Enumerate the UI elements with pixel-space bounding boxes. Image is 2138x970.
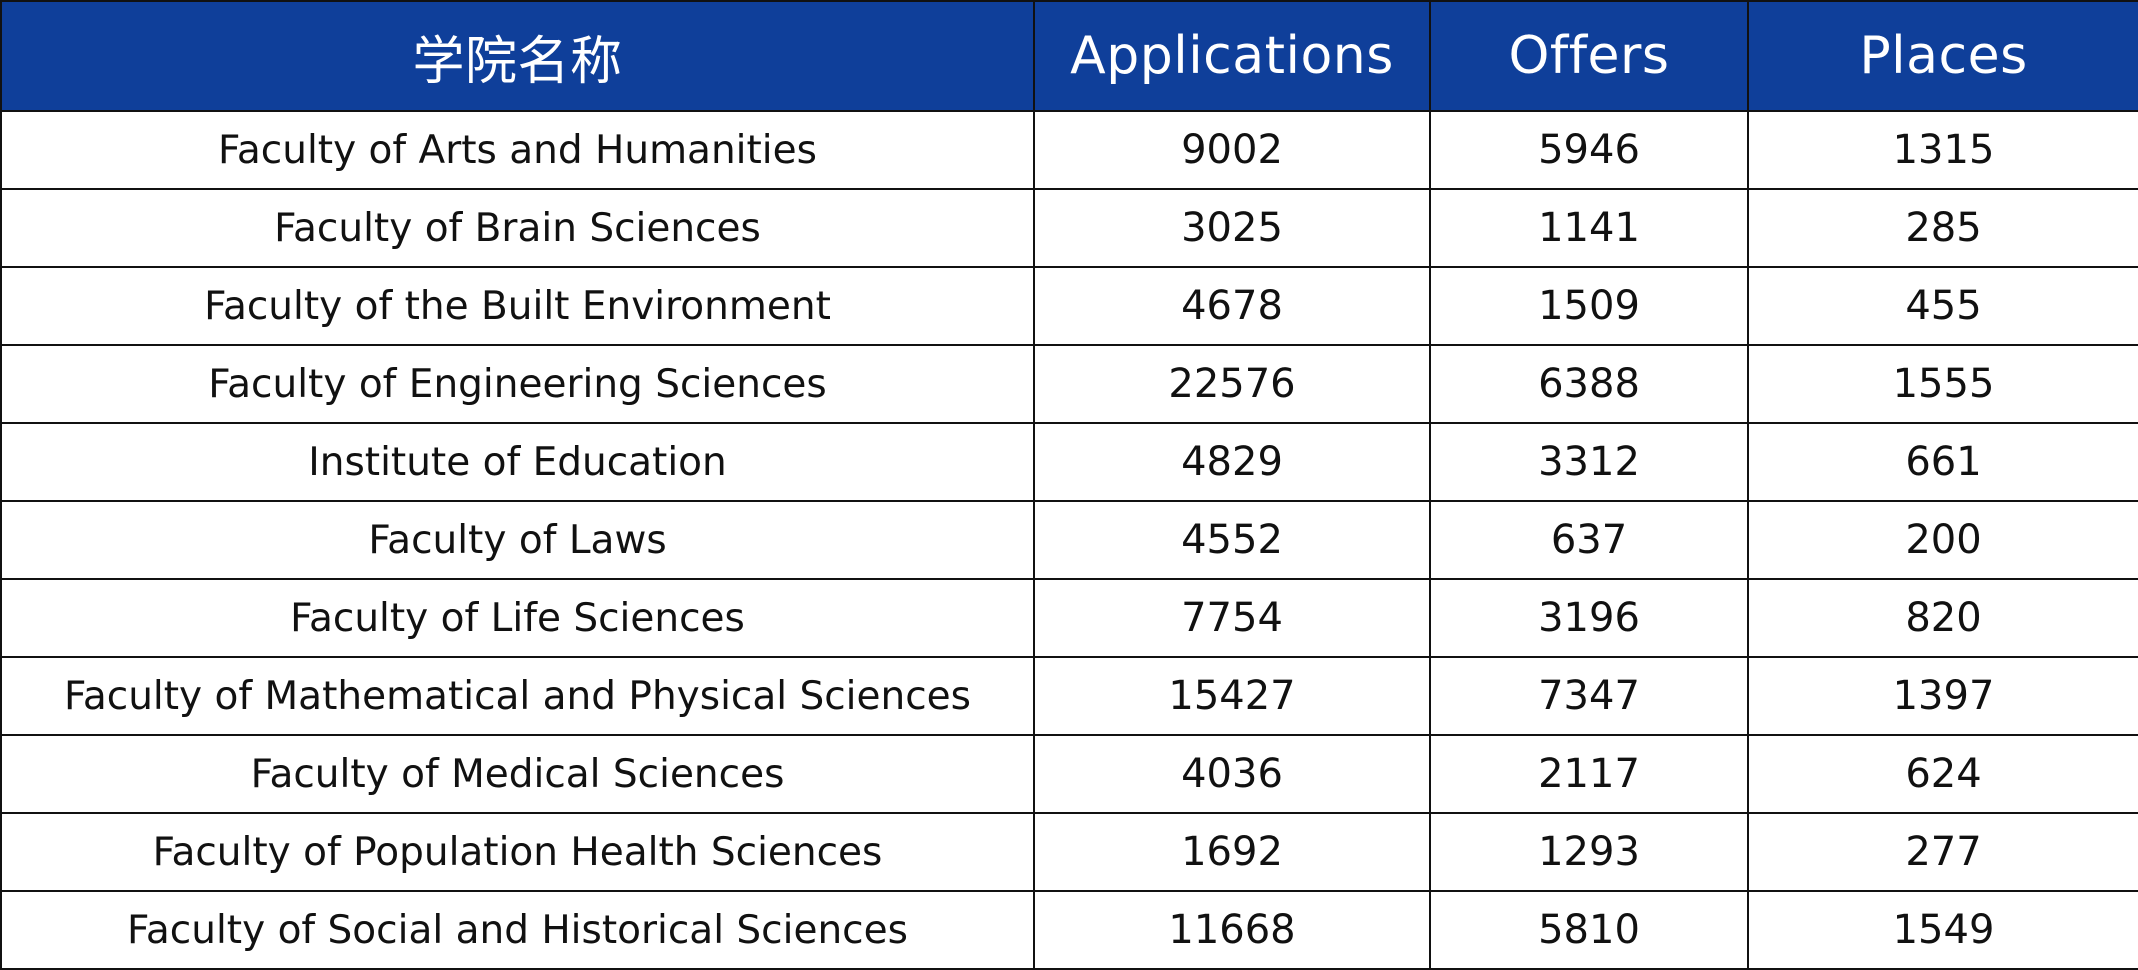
faculty-name-cell: Faculty of Arts and Humanities (0, 110, 1035, 190)
faculty-name-cell: Faculty of Mathematical and Physical Sci… (0, 656, 1035, 736)
table-header: 学院名称 Applications Offers Places (0, 0, 2138, 112)
offers-cell: 6388 (1429, 344, 1749, 424)
applications-cell: 22576 (1033, 344, 1431, 424)
offers-cell: 7347 (1429, 656, 1749, 736)
applications-cell: 7754 (1033, 578, 1431, 658)
header-offers: Offers (1429, 0, 1749, 112)
places-cell: 277 (1747, 812, 2138, 892)
places-cell: 1315 (1747, 110, 2138, 190)
offers-cell: 5946 (1429, 110, 1749, 190)
header-row: 学院名称 Applications Offers Places (0, 0, 2138, 112)
places-cell: 285 (1747, 188, 2138, 268)
table-row: Faculty of Mathematical and Physical Sci… (0, 656, 2138, 736)
offers-cell: 2117 (1429, 734, 1749, 814)
places-cell: 820 (1747, 578, 2138, 658)
places-cell: 1555 (1747, 344, 2138, 424)
header-faculty-name: 学院名称 (0, 0, 1035, 112)
faculty-name-cell: Faculty of the Built Environment (0, 266, 1035, 346)
faculty-name-cell: Faculty of Life Sciences (0, 578, 1035, 658)
offers-cell: 3196 (1429, 578, 1749, 658)
offers-cell: 637 (1429, 500, 1749, 580)
faculty-name-cell: Faculty of Population Health Sciences (0, 812, 1035, 892)
table-row: Faculty of the Built Environment 4678 15… (0, 266, 2138, 346)
table-row: Faculty of Engineering Sciences 22576 63… (0, 344, 2138, 424)
places-cell: 661 (1747, 422, 2138, 502)
applications-cell: 11668 (1033, 890, 1431, 970)
places-cell: 1549 (1747, 890, 2138, 970)
header-applications: Applications (1033, 0, 1431, 112)
applications-cell: 3025 (1033, 188, 1431, 268)
table-row: Faculty of Population Health Sciences 16… (0, 812, 2138, 892)
places-cell: 1397 (1747, 656, 2138, 736)
table-row: Faculty of Social and Historical Science… (0, 890, 2138, 970)
faculty-name-cell: Faculty of Engineering Sciences (0, 344, 1035, 424)
applications-cell: 15427 (1033, 656, 1431, 736)
places-cell: 200 (1747, 500, 2138, 580)
offers-cell: 1509 (1429, 266, 1749, 346)
header-places: Places (1747, 0, 2138, 112)
applications-cell: 9002 (1033, 110, 1431, 190)
faculty-name-cell: Institute of Education (0, 422, 1035, 502)
table-row: Faculty of Medical Sciences 4036 2117 62… (0, 734, 2138, 814)
table-row: Faculty of Laws 4552 637 200 (0, 500, 2138, 580)
applications-cell: 4552 (1033, 500, 1431, 580)
offers-cell: 5810 (1429, 890, 1749, 970)
table-body: Faculty of Arts and Humanities 9002 5946… (0, 110, 2138, 970)
faculty-name-cell: Faculty of Social and Historical Science… (0, 890, 1035, 970)
applications-cell: 1692 (1033, 812, 1431, 892)
offers-cell: 1141 (1429, 188, 1749, 268)
applications-cell: 4829 (1033, 422, 1431, 502)
offers-cell: 3312 (1429, 422, 1749, 502)
table-row: Faculty of Arts and Humanities 9002 5946… (0, 110, 2138, 190)
places-cell: 624 (1747, 734, 2138, 814)
faculty-name-cell: Faculty of Brain Sciences (0, 188, 1035, 268)
applications-cell: 4036 (1033, 734, 1431, 814)
faculty-name-cell: Faculty of Laws (0, 500, 1035, 580)
offers-cell: 1293 (1429, 812, 1749, 892)
applications-cell: 4678 (1033, 266, 1431, 346)
faculty-name-cell: Faculty of Medical Sciences (0, 734, 1035, 814)
table-row: Faculty of Life Sciences 7754 3196 820 (0, 578, 2138, 658)
table-row: Institute of Education 4829 3312 661 (0, 422, 2138, 502)
table-row: Faculty of Brain Sciences 3025 1141 285 (0, 188, 2138, 268)
places-cell: 455 (1747, 266, 2138, 346)
